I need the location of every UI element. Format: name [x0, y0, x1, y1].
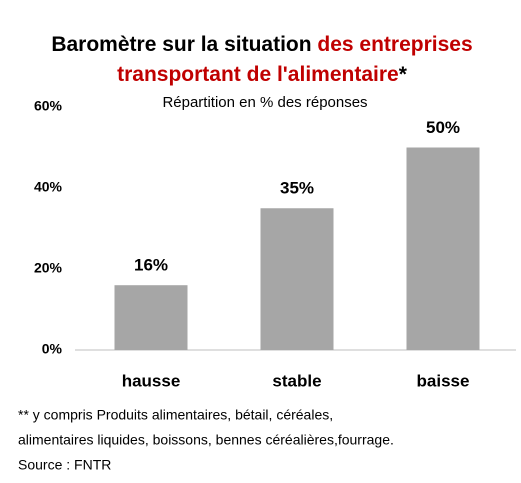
data-label: 50% — [426, 118, 460, 137]
title-part: des entreprises — [317, 33, 472, 56]
bar — [260, 208, 334, 350]
y-tick-label: 40% — [34, 179, 63, 195]
footnote: alimentaires liquides, boissons, bennes … — [18, 432, 394, 448]
footnote: Source : FNTR — [18, 457, 111, 473]
chart-subtitle: Répartition en % des réponses — [162, 94, 367, 111]
bar — [406, 147, 480, 350]
x-tick-label: stable — [272, 371, 321, 390]
y-tick-label: 0% — [42, 341, 63, 357]
data-label: 16% — [134, 256, 168, 275]
bar — [114, 285, 188, 350]
y-tick-label: 20% — [34, 260, 63, 276]
data-label: 35% — [280, 179, 314, 198]
title-part: Baromètre sur la situation — [51, 33, 317, 56]
x-tick-label: baisse — [417, 371, 470, 390]
title-part: * — [399, 63, 408, 86]
title-part: transportant de l'alimentaire — [117, 63, 399, 86]
x-tick-label: hausse — [122, 371, 181, 390]
footnote: ** y compris Produits alimentaires, béta… — [18, 407, 333, 423]
y-tick-label: 60% — [34, 98, 63, 114]
chart-title: Baromètre sur la situation des entrepris… — [51, 33, 472, 56]
chart-title: transportant de l'alimentaire* — [117, 63, 408, 86]
